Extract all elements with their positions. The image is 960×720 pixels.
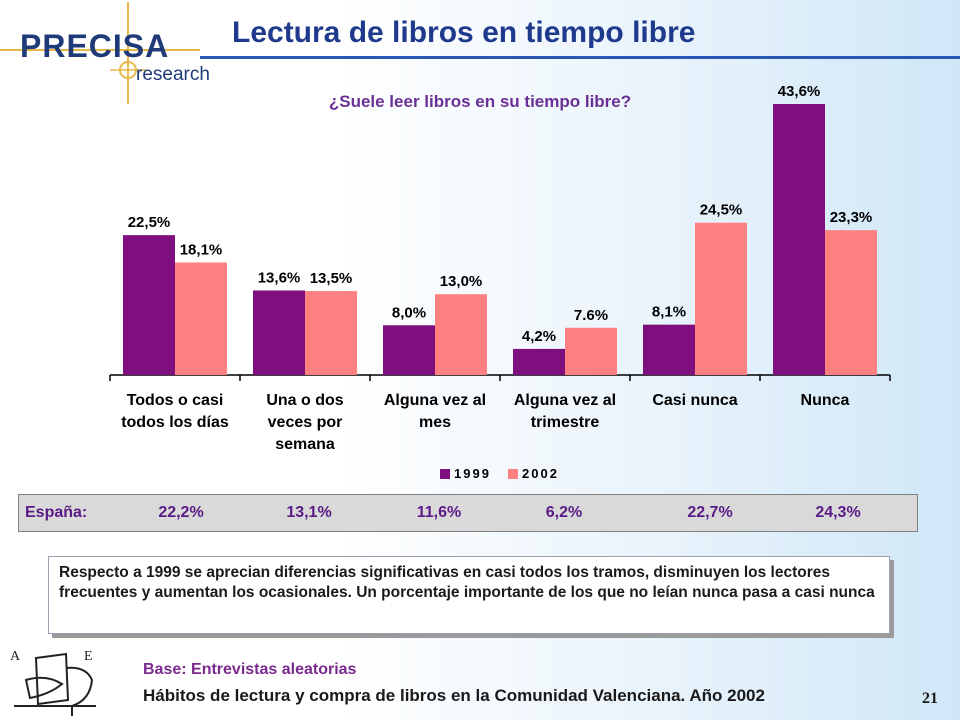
data-label: 22,5% <box>128 214 171 231</box>
bar-2002 <box>175 262 227 375</box>
data-label: 24,5% <box>700 202 743 219</box>
category-label: mes <box>419 414 451 431</box>
bar-chart: 22,5% 18,1% Todos o casi todos los días 13,6… <box>109 83 891 481</box>
bar-1999 <box>643 324 695 375</box>
category-label: Nunca <box>801 392 850 409</box>
logo-word: PRECISA <box>20 28 170 64</box>
category-label: Casi nunca <box>652 392 737 409</box>
ae-logo-icon: A E <box>10 649 96 716</box>
data-label: 4,2% <box>522 328 556 345</box>
spain-value: 22,2% <box>158 504 204 521</box>
legend-swatch <box>440 469 450 479</box>
legend-label: 2002 <box>522 466 559 481</box>
category-label: todos los días <box>121 414 229 431</box>
bar-2002 <box>825 230 877 375</box>
bar-1999 <box>123 235 175 375</box>
logo-ornament-icon <box>0 2 200 104</box>
category-label: Una o dos <box>266 392 343 409</box>
bar-2002 <box>695 222 747 375</box>
data-label: 13,6% <box>258 269 301 286</box>
chart-title-text: ¿Suele leer libros en su tiempo libre? <box>328 92 632 111</box>
category-label: Alguna vez al <box>514 392 616 409</box>
source-note: Hábitos de lectura y compra de libros en… <box>143 686 765 705</box>
data-label: 13,0% <box>440 273 483 290</box>
bar-1999 <box>773 104 825 375</box>
note-box: Respecto a 1999 se aprecian diferencias … <box>48 556 890 634</box>
data-label: 13,5% <box>310 270 353 287</box>
bar-1999 <box>513 348 565 375</box>
data-label: 8,0% <box>392 304 426 321</box>
bar-1999 <box>383 325 435 375</box>
page-title: Lectura de libros en tiempo libre <box>232 16 696 49</box>
chart-title: ¿Suele leer libros en su tiempo libre? <box>0 92 960 112</box>
data-label: 8,1% <box>652 304 686 321</box>
page-number: 21 <box>922 690 938 707</box>
ae-logo-letter: E <box>84 649 93 664</box>
legend-label: 1999 <box>454 466 491 481</box>
precisa-logo: PRECISA research <box>0 0 210 110</box>
bar-1999 <box>253 290 305 375</box>
ae-logo-letter: A <box>10 649 21 664</box>
bar-2002 <box>565 327 617 375</box>
spain-value: 11,6% <box>416 504 462 521</box>
category-label: Alguna vez al <box>384 392 486 409</box>
category-label: semana <box>275 436 335 453</box>
title-rule <box>200 56 960 59</box>
spain-row: España: 22,2% 13,1% 11,6% 6,2% 22,7% 24,… <box>18 494 918 532</box>
category-label: trimestre <box>531 414 600 431</box>
spain-value: 6,2% <box>545 504 583 521</box>
bar-2002 <box>435 294 487 375</box>
data-label: 23,3% <box>830 209 873 226</box>
legend-swatch <box>508 469 518 479</box>
spain-value: 24,3% <box>815 504 861 521</box>
spain-value: 22,7% <box>687 504 733 521</box>
spain-value: 13,1% <box>286 504 332 521</box>
data-label: 7.6% <box>574 307 608 324</box>
category-label: Todos o casi <box>127 392 224 409</box>
logo-subword: research <box>136 64 210 85</box>
category-label: veces por <box>268 414 343 431</box>
base-note: Base: Entrevistas aleatorias <box>143 661 357 678</box>
spain-label: España: <box>25 504 88 521</box>
bar-2002 <box>305 291 357 375</box>
data-label: 43,6% <box>778 83 821 100</box>
data-label: 18,1% <box>180 241 223 258</box>
